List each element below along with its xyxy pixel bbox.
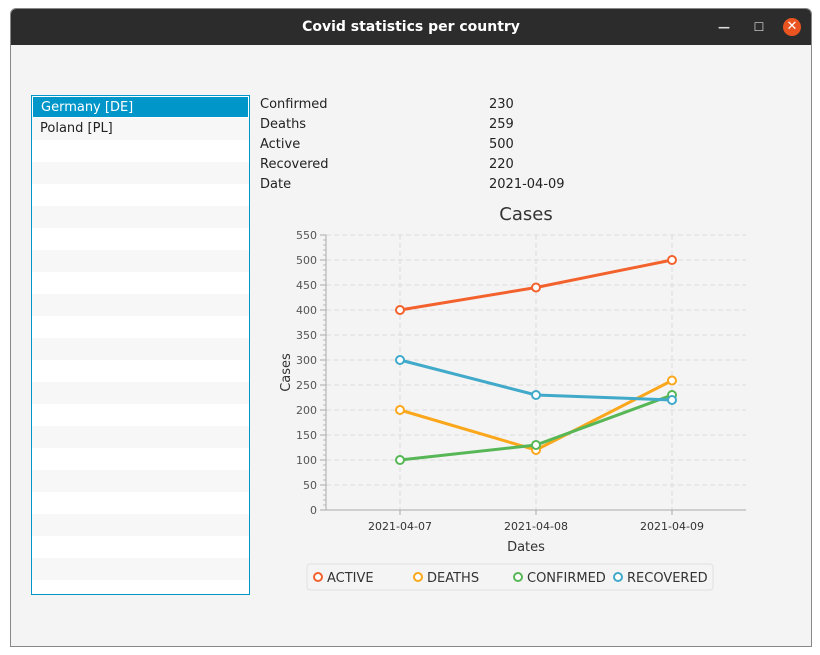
data-point bbox=[395, 405, 405, 415]
empty-row bbox=[32, 184, 249, 206]
y-tick-label: 500 bbox=[296, 254, 317, 267]
data-point bbox=[531, 390, 541, 400]
empty-row bbox=[32, 470, 249, 492]
empty-row bbox=[32, 382, 249, 404]
empty-row bbox=[32, 250, 249, 272]
empty-row bbox=[32, 272, 249, 294]
data-point bbox=[667, 390, 677, 400]
close-button[interactable]: ✕ bbox=[783, 18, 801, 36]
x-tick-label: 2021-04-07 bbox=[368, 520, 432, 533]
series-line-deaths bbox=[399, 379, 673, 452]
empty-row bbox=[32, 558, 249, 580]
stat-row: Confirmed 230 bbox=[260, 95, 660, 115]
empty-row bbox=[32, 162, 249, 184]
legend-marker bbox=[613, 572, 623, 582]
x-axis-label: Dates bbox=[507, 540, 545, 555]
legend-marker bbox=[513, 572, 523, 582]
stat-label: Deaths bbox=[260, 117, 307, 132]
minimize-button[interactable]: — bbox=[718, 20, 730, 34]
title-bar: Covid statistics per country — ☐ ✕ bbox=[11, 9, 811, 45]
app-window: Covid statistics per country — ☐ ✕ Germa… bbox=[10, 8, 812, 647]
series-line-active bbox=[399, 258, 673, 312]
window-title: Covid statistics per country bbox=[302, 19, 520, 35]
empty-row bbox=[32, 228, 249, 250]
series-line-recovered bbox=[399, 358, 673, 402]
y-tick-label: 0 bbox=[310, 504, 317, 517]
legend-item: ACTIVE bbox=[327, 571, 374, 586]
data-point bbox=[667, 395, 677, 405]
empty-row bbox=[32, 360, 249, 382]
y-tick-label: 300 bbox=[296, 354, 317, 367]
stat-value: 2021-04-09 bbox=[489, 177, 565, 192]
y-tick-label: 250 bbox=[296, 379, 317, 392]
x-tick-label: 2021-04-08 bbox=[504, 520, 568, 533]
stat-row: Date 2021-04-09 bbox=[260, 175, 660, 195]
country-item[interactable]: Germany [DE] bbox=[32, 96, 249, 118]
data-point bbox=[395, 455, 405, 465]
country-item[interactable]: Poland [PL] bbox=[32, 118, 249, 140]
stat-label: Active bbox=[260, 137, 301, 152]
x-tick-label: 2021-04-09 bbox=[640, 520, 704, 533]
empty-row bbox=[32, 492, 249, 514]
stats-panel: Confirmed 230 Deaths 259 Active 500 Recovered 2… bbox=[260, 95, 660, 195]
y-tick-label: 150 bbox=[296, 429, 317, 442]
legend-item: CONFIRMED bbox=[527, 571, 606, 586]
stat-label: Date bbox=[260, 177, 292, 192]
data-point bbox=[531, 445, 541, 455]
empty-row bbox=[32, 514, 249, 536]
data-point bbox=[667, 255, 677, 265]
empty-row bbox=[32, 316, 249, 338]
maximize-button[interactable]: ☐ bbox=[753, 20, 765, 34]
stat-row: Active 500 bbox=[260, 135, 660, 155]
empty-row bbox=[32, 536, 249, 558]
y-tick-label: 200 bbox=[296, 404, 317, 417]
chart-title: Cases bbox=[499, 204, 552, 225]
stat-value: 259 bbox=[489, 117, 514, 132]
empty-row bbox=[32, 338, 249, 360]
y-tick-label: 100 bbox=[296, 454, 317, 467]
data-point bbox=[395, 305, 405, 315]
data-point bbox=[531, 440, 541, 450]
empty-row bbox=[32, 206, 249, 228]
stat-row: Deaths 259 bbox=[260, 115, 660, 135]
empty-row bbox=[32, 426, 249, 448]
empty-row bbox=[32, 580, 249, 594]
data-point bbox=[395, 355, 405, 365]
empty-row bbox=[32, 404, 249, 426]
empty-row bbox=[32, 448, 249, 470]
data-point bbox=[667, 375, 677, 386]
legend-marker bbox=[313, 572, 323, 582]
legend-item: RECOVERED bbox=[627, 571, 708, 586]
y-tick-label: 400 bbox=[296, 304, 317, 317]
empty-row bbox=[32, 140, 249, 162]
y-tick-label: 450 bbox=[296, 279, 317, 292]
data-point bbox=[531, 282, 541, 293]
series-line-confirmed bbox=[399, 393, 673, 462]
country-list[interactable]: Germany [DE] Poland [PL] bbox=[31, 95, 250, 595]
stat-value: 230 bbox=[489, 97, 514, 112]
y-tick-label: 350 bbox=[296, 329, 317, 342]
stat-label: Confirmed bbox=[260, 97, 328, 112]
stat-row: Recovered 220 bbox=[260, 155, 660, 175]
stat-value: 220 bbox=[489, 157, 514, 172]
legend bbox=[306, 563, 714, 591]
legend-item: DEATHS bbox=[427, 571, 479, 586]
stat-label: Recovered bbox=[260, 157, 329, 172]
empty-row bbox=[32, 294, 249, 316]
y-tick-label: 50 bbox=[303, 479, 317, 492]
y-tick-label: 550 bbox=[296, 229, 317, 242]
legend-marker bbox=[413, 572, 423, 582]
y-axis-label: Cases bbox=[279, 353, 294, 392]
stat-value: 500 bbox=[489, 137, 514, 152]
